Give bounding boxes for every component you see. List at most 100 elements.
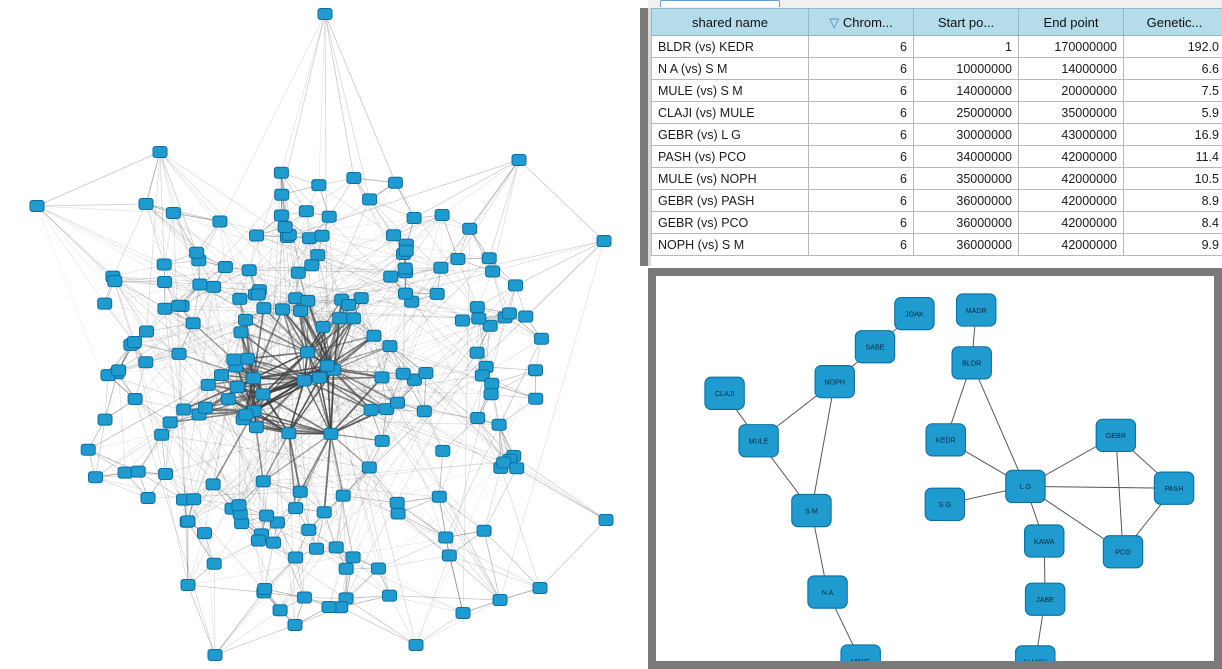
main-network-node[interactable]: [138, 356, 154, 369]
main-network-node[interactable]: [496, 456, 512, 469]
column-header-start-point[interactable]: Start po...: [913, 8, 1019, 36]
node-shape[interactable]: [398, 244, 414, 257]
column-header-genetic[interactable]: Genetic...: [1123, 8, 1222, 36]
node-shape[interactable]: [241, 264, 257, 277]
main-network-node[interactable]: [363, 403, 379, 416]
subnetwork-node[interactable]: S G: [924, 487, 966, 521]
main-network-node[interactable]: [126, 336, 142, 348]
node-shape[interactable]: [406, 373, 422, 386]
main-network-node[interactable]: [483, 388, 499, 401]
node-shape[interactable]: [317, 8, 333, 20]
node-shape[interactable]: [374, 434, 390, 447]
main-network-node[interactable]: [528, 392, 544, 405]
main-network-node[interactable]: [408, 639, 424, 651]
table-row[interactable]: GEBR (vs) L G 6 30000000 43000000 16.9: [651, 123, 1222, 146]
subnetwork-node[interactable]: ALMCH: [1015, 645, 1056, 661]
node-shape[interactable]: [292, 485, 308, 498]
main-network-node[interactable]: [509, 462, 525, 475]
node-shape[interactable]: [496, 456, 512, 469]
column-header-end-point[interactable]: End point: [1018, 8, 1124, 36]
node-shape[interactable]: [189, 246, 205, 259]
node-shape[interactable]: [300, 346, 315, 359]
table-cell-shared_name[interactable]: BLDR (vs) KEDR: [651, 35, 809, 58]
node-shape[interactable]: [154, 428, 170, 441]
main-network-node[interactable]: [433, 261, 449, 274]
table-cell-start_point[interactable]: 1: [913, 35, 1019, 58]
node-shape[interactable]: [509, 462, 525, 475]
main-network-node[interactable]: [248, 421, 264, 434]
main-network-node[interactable]: [250, 534, 266, 547]
node-shape[interactable]: [840, 644, 881, 661]
node-shape[interactable]: [206, 557, 222, 570]
main-network-node[interactable]: [272, 604, 288, 617]
node-shape[interactable]: [273, 209, 289, 222]
node-shape[interactable]: [29, 200, 45, 212]
node-shape[interactable]: [528, 364, 543, 377]
node-shape[interactable]: [302, 232, 317, 245]
main-network-node[interactable]: [470, 412, 486, 424]
node-shape[interactable]: [1023, 524, 1065, 558]
main-network-node[interactable]: [309, 542, 324, 555]
node-shape[interactable]: [171, 299, 187, 312]
node-shape[interactable]: [738, 424, 779, 458]
node-shape[interactable]: [491, 418, 507, 431]
node-shape[interactable]: [198, 401, 213, 414]
subnetwork-node[interactable]: S M: [791, 493, 832, 528]
table-cell-end_point[interactable]: 42000000: [1018, 145, 1124, 168]
main-network-node[interactable]: [97, 413, 113, 426]
main-network-node[interactable]: [315, 320, 331, 333]
node-shape[interactable]: [470, 412, 486, 424]
main-network-node[interactable]: [406, 212, 422, 224]
node-shape[interactable]: [598, 514, 614, 526]
main-network-node[interactable]: [152, 146, 168, 158]
node-shape[interactable]: [214, 369, 229, 382]
subnetwork-node[interactable]: CLAJI: [704, 376, 745, 410]
node-shape[interactable]: [255, 475, 271, 488]
node-shape[interactable]: [162, 416, 178, 429]
main-network-node[interactable]: [277, 221, 293, 233]
active-tab-indicator[interactable]: [660, 0, 780, 7]
table-cell-end_point[interactable]: 35000000: [1018, 101, 1124, 124]
node-shape[interactable]: [397, 262, 413, 275]
table-cell-chromosome[interactable]: 6: [808, 167, 914, 190]
main-network-node[interactable]: [200, 378, 216, 391]
main-network-node[interactable]: [482, 319, 498, 332]
main-network-node[interactable]: [387, 176, 403, 189]
main-network-node[interactable]: [157, 302, 173, 315]
table-cell-start_point[interactable]: 35000000: [913, 167, 1019, 190]
node-shape[interactable]: [323, 427, 339, 440]
main-network-node[interactable]: [341, 298, 357, 311]
main-network-node[interactable]: [192, 278, 208, 291]
node-shape[interactable]: [231, 499, 247, 512]
main-network-node[interactable]: [290, 266, 306, 279]
node-shape[interactable]: [126, 336, 142, 348]
main-network-node[interactable]: [273, 209, 289, 222]
main-network-node[interactable]: [176, 403, 192, 416]
main-network-node[interactable]: [454, 314, 470, 327]
node-shape[interactable]: [704, 376, 745, 410]
node-shape[interactable]: [532, 582, 548, 594]
main-network-node[interactable]: [250, 288, 266, 301]
node-shape[interactable]: [314, 229, 330, 242]
node-shape[interactable]: [433, 261, 449, 274]
main-network-node[interactable]: [323, 427, 339, 440]
node-shape[interactable]: [382, 340, 398, 353]
node-shape[interactable]: [180, 515, 196, 528]
main-network-node[interactable]: [180, 515, 196, 528]
main-network-node[interactable]: [366, 329, 382, 342]
main-network-node[interactable]: [229, 381, 245, 394]
table-cell-end_point[interactable]: 42000000: [1018, 189, 1124, 212]
node-shape[interactable]: [259, 509, 275, 522]
main-network-node[interactable]: [233, 326, 249, 339]
main-network-node[interactable]: [296, 591, 312, 604]
node-shape[interactable]: [138, 356, 154, 369]
main-network-node[interactable]: [484, 377, 500, 390]
main-network-node[interactable]: [438, 531, 454, 544]
node-shape[interactable]: [111, 364, 127, 377]
node-shape[interactable]: [328, 541, 344, 554]
main-network-node[interactable]: [207, 649, 223, 661]
main-network-node[interactable]: [476, 524, 492, 537]
main-network-node[interactable]: [231, 499, 247, 512]
node-shape[interactable]: [277, 221, 293, 233]
node-shape[interactable]: [274, 188, 290, 201]
